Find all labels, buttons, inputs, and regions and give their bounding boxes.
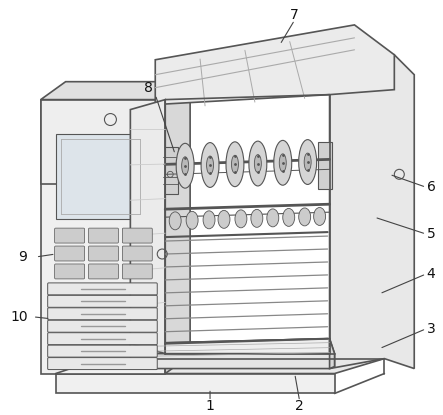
Text: 4: 4 (427, 267, 435, 281)
Text: 7: 7 (290, 8, 299, 22)
Ellipse shape (186, 211, 198, 229)
Polygon shape (330, 55, 414, 369)
Ellipse shape (218, 210, 230, 228)
Ellipse shape (283, 208, 295, 226)
FancyBboxPatch shape (54, 228, 85, 243)
Ellipse shape (304, 153, 311, 171)
Polygon shape (130, 339, 330, 354)
Ellipse shape (249, 141, 267, 186)
Ellipse shape (314, 208, 326, 225)
Polygon shape (165, 82, 190, 374)
Ellipse shape (299, 139, 317, 184)
Ellipse shape (251, 210, 263, 227)
Polygon shape (163, 147, 178, 194)
Ellipse shape (169, 212, 181, 230)
Ellipse shape (235, 210, 247, 228)
Text: 10: 10 (10, 310, 27, 324)
FancyBboxPatch shape (48, 308, 157, 320)
Polygon shape (56, 374, 334, 393)
Polygon shape (155, 25, 394, 105)
Polygon shape (330, 339, 334, 369)
Ellipse shape (206, 156, 214, 174)
Text: 8: 8 (144, 81, 153, 95)
FancyBboxPatch shape (54, 264, 85, 279)
Polygon shape (56, 359, 385, 374)
FancyBboxPatch shape (48, 345, 157, 357)
Ellipse shape (201, 143, 219, 188)
Text: 3: 3 (427, 322, 435, 336)
Polygon shape (41, 100, 165, 184)
Ellipse shape (176, 143, 194, 188)
Text: 9: 9 (18, 250, 27, 264)
Ellipse shape (274, 140, 292, 185)
Ellipse shape (279, 154, 286, 172)
FancyBboxPatch shape (48, 295, 157, 307)
Polygon shape (41, 100, 165, 374)
Polygon shape (41, 82, 190, 100)
FancyBboxPatch shape (122, 228, 152, 243)
FancyBboxPatch shape (122, 246, 152, 261)
FancyBboxPatch shape (48, 333, 157, 345)
FancyBboxPatch shape (48, 358, 157, 370)
Ellipse shape (182, 157, 189, 175)
Ellipse shape (226, 142, 244, 187)
FancyBboxPatch shape (54, 246, 85, 261)
FancyBboxPatch shape (48, 320, 157, 332)
Polygon shape (56, 134, 145, 219)
FancyBboxPatch shape (89, 228, 118, 243)
Text: 5: 5 (427, 227, 435, 241)
FancyBboxPatch shape (89, 264, 118, 279)
Ellipse shape (299, 208, 311, 226)
Text: 6: 6 (427, 180, 435, 194)
FancyBboxPatch shape (122, 264, 152, 279)
Text: 2: 2 (295, 399, 304, 413)
FancyBboxPatch shape (89, 246, 118, 261)
FancyBboxPatch shape (48, 283, 157, 295)
Ellipse shape (267, 209, 279, 227)
Text: 1: 1 (206, 399, 214, 413)
Ellipse shape (231, 155, 238, 173)
Polygon shape (318, 142, 331, 189)
Polygon shape (130, 339, 334, 369)
Ellipse shape (203, 211, 215, 229)
Polygon shape (130, 100, 165, 354)
Ellipse shape (254, 154, 261, 173)
